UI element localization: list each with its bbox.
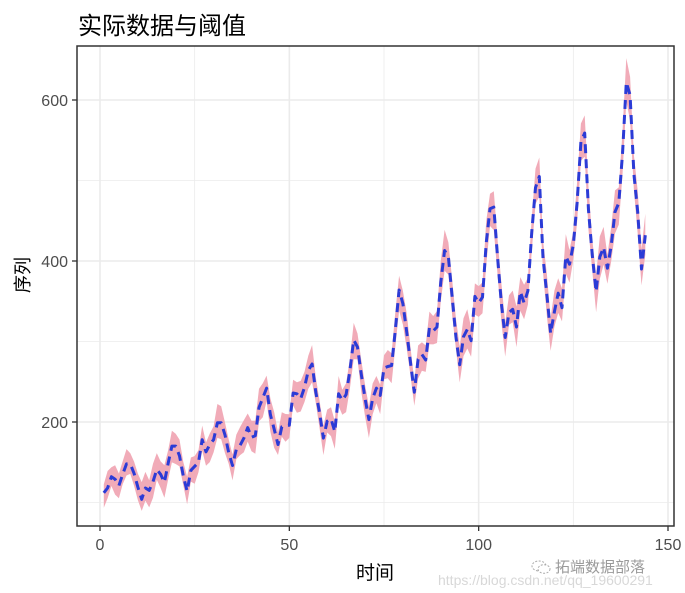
chart-title: 实际数据与阈值: [78, 12, 246, 40]
watermark-url: https://blog.csdn.net/qq_19600291: [438, 572, 653, 588]
svg-text:400: 400: [41, 254, 68, 271]
fitted-line: [102, 80, 647, 501]
y-axis-label: 序列: [13, 257, 34, 293]
svg-text:50: 50: [280, 537, 298, 554]
watermark-brand: 拓端数据部落: [531, 556, 645, 577]
svg-text:150: 150: [655, 537, 682, 554]
wechat-icon: [531, 560, 551, 574]
x-axis-label: 时间: [355, 562, 394, 584]
svg-text:0: 0: [96, 537, 105, 554]
axis-ticks: 0 50 100 150 200 400 600: [41, 93, 681, 554]
svg-text:200: 200: [41, 415, 68, 432]
threshold-band: [103, 58, 646, 511]
svg-text:600: 600: [41, 93, 68, 110]
panel-border: [76, 45, 675, 527]
grid-lines: [77, 46, 674, 526]
watermark-brand-text: 拓端数据部落: [555, 558, 646, 576]
svg-text:100: 100: [465, 537, 492, 554]
